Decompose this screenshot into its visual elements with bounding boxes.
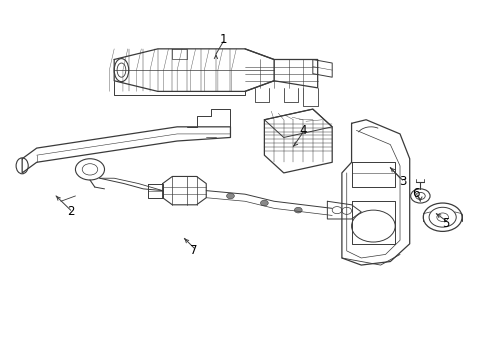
Text: 7: 7 xyxy=(191,244,198,257)
Text: 5: 5 xyxy=(442,217,450,230)
Circle shape xyxy=(294,207,302,213)
Text: 1: 1 xyxy=(220,33,227,46)
Circle shape xyxy=(261,200,268,206)
Circle shape xyxy=(226,193,234,199)
Text: 2: 2 xyxy=(67,206,74,219)
Text: 3: 3 xyxy=(399,175,406,188)
Text: 6: 6 xyxy=(412,187,420,200)
Text: 4: 4 xyxy=(299,124,307,137)
